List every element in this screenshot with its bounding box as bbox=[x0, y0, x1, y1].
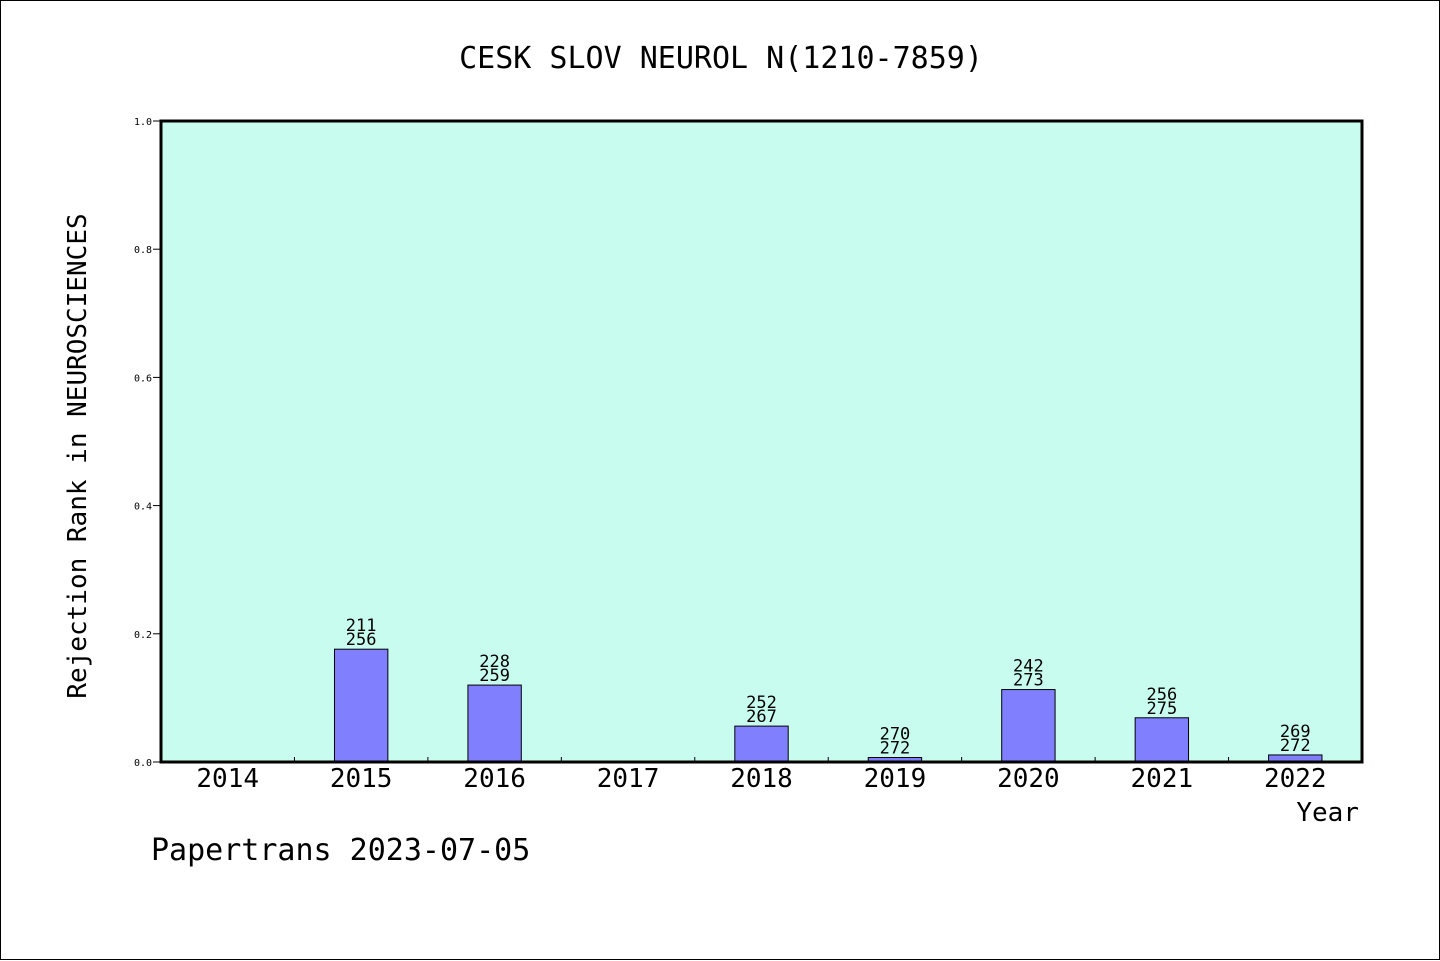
bar-data-label: 272 bbox=[880, 739, 911, 759]
y-tick-label: 0.0 bbox=[134, 758, 152, 769]
bar-data-label: 259 bbox=[479, 666, 510, 686]
bars-group: 2112562282592522672702722422732562752692… bbox=[333, 616, 1323, 763]
bar-data-label: 270 bbox=[880, 725, 911, 745]
bar-data-label: 256 bbox=[1146, 685, 1177, 705]
x-tick-label: 2022 bbox=[1264, 764, 1327, 794]
axis-ticks-group: 0.0 0.2 0.4 0.6 0.8 1.0 2014 2015 2016 2017 2018 20… bbox=[134, 117, 1327, 794]
bar-data-label: 267 bbox=[746, 707, 777, 727]
bar-data-label: 211 bbox=[346, 616, 377, 636]
bar bbox=[467, 684, 522, 763]
bar-data-label: 242 bbox=[1013, 657, 1044, 677]
bar bbox=[1134, 717, 1190, 763]
y-tick-label: 0.8 bbox=[134, 245, 152, 256]
bar bbox=[734, 725, 789, 763]
y-tick-label: 0.2 bbox=[134, 630, 152, 641]
plot-border bbox=[159, 119, 1364, 764]
y-axis-label: Rejection Rank in NEUROSCIENCES bbox=[63, 213, 93, 698]
bar-data-label: 275 bbox=[1146, 699, 1177, 719]
bar-data-label: 252 bbox=[746, 693, 777, 713]
x-axis-label: Year bbox=[1296, 798, 1359, 828]
footer-credit: Papertrans 2023-07-05 bbox=[151, 833, 531, 868]
x-tick-label: 2019 bbox=[864, 764, 927, 794]
x-tick-label: 2014 bbox=[196, 764, 259, 794]
chart-title: CESK SLOV NEUROL N(1210-7859) bbox=[459, 41, 983, 76]
x-tick-label: 2015 bbox=[330, 764, 393, 794]
x-tick-label: 2016 bbox=[463, 764, 526, 794]
bar-data-label: 256 bbox=[346, 630, 377, 650]
y-tick-label: 0.6 bbox=[134, 373, 152, 384]
x-tick-label: 2018 bbox=[730, 764, 793, 794]
y-tick-label: 1.0 bbox=[134, 117, 152, 128]
bar-data-label: 273 bbox=[1013, 671, 1044, 691]
x-tick-label: 2021 bbox=[1131, 764, 1194, 794]
x-tick-label: 2020 bbox=[997, 764, 1060, 794]
bar bbox=[333, 648, 389, 763]
bar-data-label: 228 bbox=[479, 652, 510, 672]
x-tick-label: 2017 bbox=[597, 764, 660, 794]
bar-data-label: 269 bbox=[1280, 722, 1311, 742]
bar-data-label: 272 bbox=[1280, 736, 1311, 756]
y-tick-label: 0.4 bbox=[134, 502, 152, 513]
bar bbox=[1001, 689, 1056, 763]
